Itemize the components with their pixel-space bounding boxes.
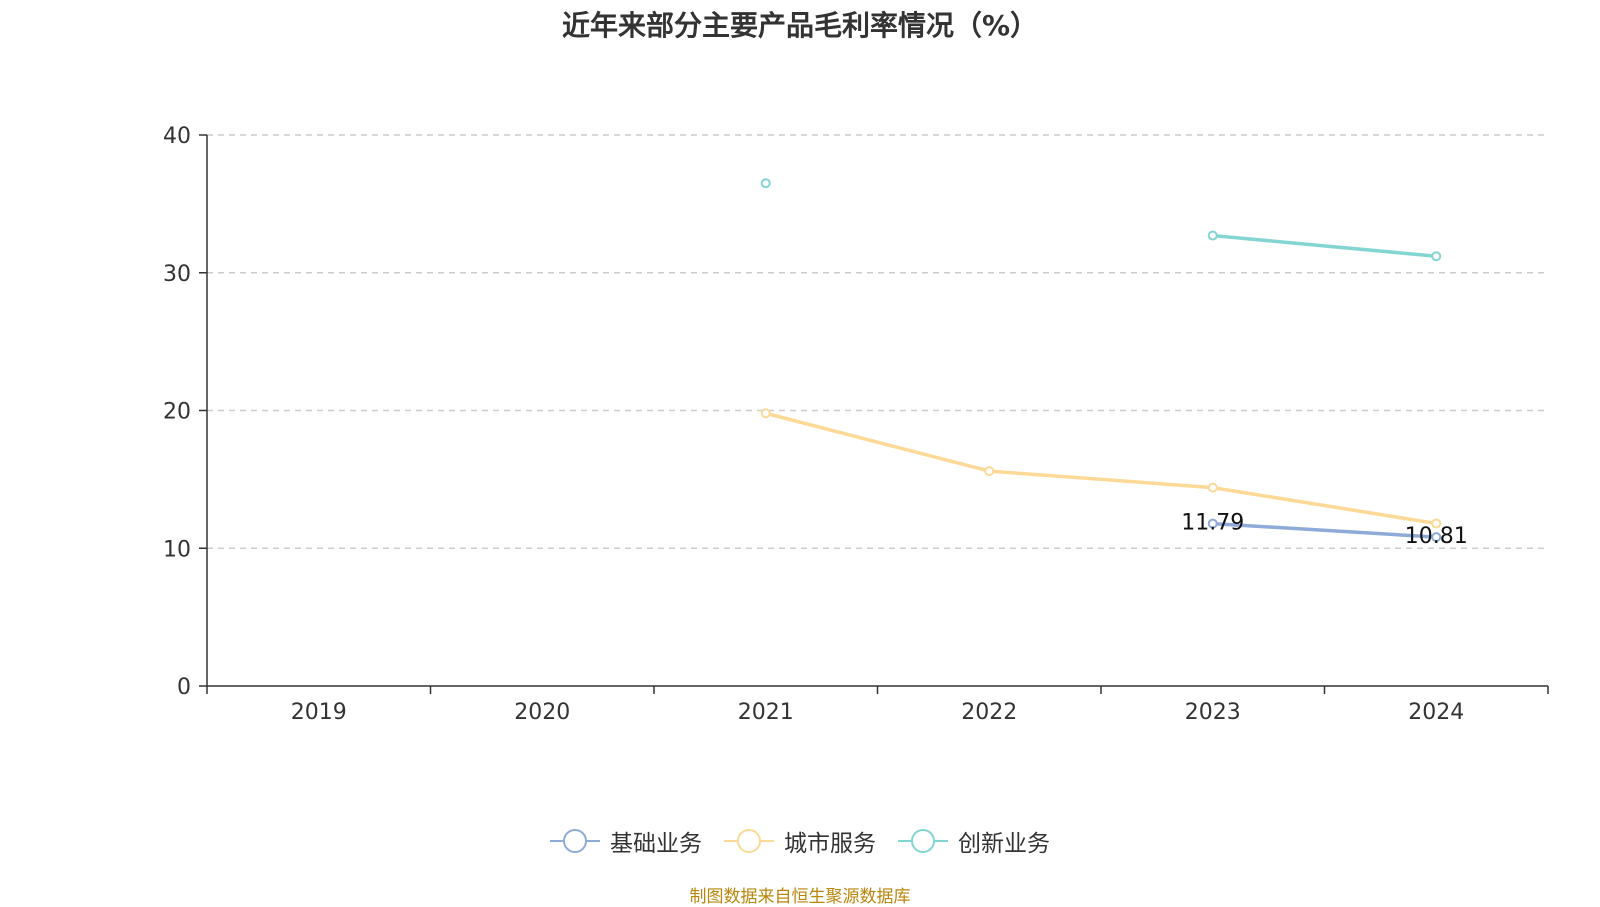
data-point-城市服务-2023 — [1207, 482, 1218, 493]
y-tick-label: 30 — [163, 262, 191, 287]
data-labels: 11.79 10.81 — [1181, 511, 1467, 549]
data-point-创新业务-2024 — [1431, 251, 1442, 262]
data-point-创新业务-2023 — [1207, 230, 1218, 241]
x-tick-label: 2020 — [514, 700, 570, 725]
x-tick-label: 2021 — [738, 700, 794, 725]
data-label-基础业务-2023: 11.79 — [1181, 511, 1244, 536]
chart-title: 近年来部分主要产品毛利率情况（%） — [561, 9, 1039, 42]
data-point-城市服务-2021 — [760, 408, 771, 419]
data-point-创新业务-2021 — [760, 178, 771, 189]
series-line-基础业务 — [1212, 521, 1437, 539]
data-label-基础业务-2024: 10.81 — [1405, 524, 1468, 549]
y-tick-label: 10 — [163, 537, 191, 562]
axes: 0 10 20 30 40 2019 2020 2021 2022 2023 2024 — [163, 124, 1549, 725]
legend-marker-icon — [898, 829, 948, 853]
y-tick-label: 20 — [163, 400, 191, 425]
legend-label: 基础业务 — [610, 831, 702, 857]
legend-label: 创新业务 — [958, 831, 1050, 857]
data-point-城市服务-2024 — [1431, 518, 1442, 529]
legend-item-基础业务[interactable]: 基础业务 — [550, 824, 702, 858]
legend-marker-icon — [550, 829, 600, 853]
series-line-创新业务 — [1212, 233, 1437, 258]
x-tick-label: 2023 — [1185, 700, 1241, 725]
legend-item-城市服务[interactable]: 城市服务 — [724, 824, 876, 858]
source-note: 制图数据来自恒生聚源数据库 — [689, 887, 911, 907]
data-point-城市服务-2022 — [984, 466, 995, 477]
legend-marker-icon — [724, 829, 774, 853]
data-point-基础业务-2023 — [1207, 518, 1218, 529]
series-line-城市服务 — [765, 411, 1437, 526]
x-tick-label: 2019 — [291, 700, 347, 725]
legend-item-创新业务[interactable]: 创新业务 — [898, 824, 1050, 858]
series-lines — [760, 178, 1442, 543]
data-point-基础业务-2024 — [1431, 532, 1442, 543]
y-tick-label: 40 — [163, 124, 191, 149]
x-tick-label: 2022 — [961, 700, 1017, 725]
x-tick-label: 2024 — [1408, 700, 1464, 725]
legend: 基础业务 城市服务 创新业务 — [0, 824, 1600, 858]
grid-lines — [207, 134, 1548, 549]
legend-label: 城市服务 — [784, 831, 876, 857]
y-tick-label: 0 — [177, 675, 191, 700]
